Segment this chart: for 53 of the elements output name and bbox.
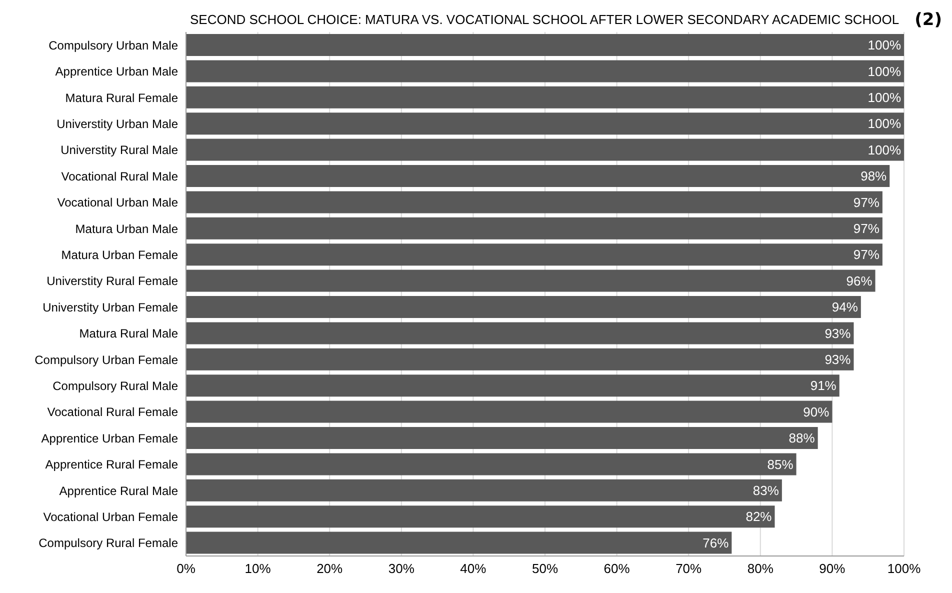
y-tick-label: Vocational Urban Female	[43, 510, 178, 524]
x-tick-label: 100%	[887, 561, 922, 576]
x-tick-label: 50%	[532, 561, 558, 576]
data-label: 97%	[853, 247, 880, 262]
x-tick-label: 60%	[604, 561, 630, 576]
y-tick-label: Universtity Urban Male	[56, 116, 178, 131]
x-tick-label: 90%	[819, 561, 846, 576]
y-tick-label: Compulsory Rural Male	[52, 378, 178, 393]
data-label: 98%	[860, 168, 888, 184]
y-tick-label: Matura Rural Female	[65, 90, 178, 105]
x-tick-label: 0%	[176, 561, 196, 576]
y-tick-label: Vocational Urban Male	[57, 196, 178, 210]
data-label: 90%	[803, 404, 830, 420]
data-label: 83%	[752, 482, 780, 498]
y-tick-label: Apprentice Urban Male	[55, 64, 178, 79]
data-label: 93%	[824, 352, 852, 367]
data-label: 100%	[868, 64, 902, 79]
data-label: 100%	[868, 142, 902, 158]
data-label: 97%	[853, 194, 880, 210]
x-tick-label: 40%	[460, 561, 487, 576]
data-label: 100%	[868, 90, 902, 105]
y-tick-label: Universtity Rural Male	[60, 143, 178, 158]
y-tick-label: Apprentice Rural Male	[59, 484, 178, 498]
data-label: 96%	[846, 273, 873, 288]
x-tick-label: 20%	[316, 561, 344, 576]
y-tick-label: Universtity Urban Female	[42, 300, 178, 314]
data-label: 88%	[788, 430, 816, 446]
y-tick-label: Matura Rural Male	[79, 326, 178, 341]
y-tick-label: Apprentice Rural Female	[45, 458, 178, 472]
x-tick-label: 10%	[244, 561, 272, 576]
chart-title: SECOND SCHOOL CHOICE: MATURA VS. VOCATIONAL SCHOOL AFTER LOWER SECONDARY ACADEMIC SCHOOL	[190, 12, 900, 27]
data-label: 94%	[832, 300, 858, 315]
data-label: 100%	[868, 38, 902, 53]
y-tick-label: Universtity Rural Female	[46, 274, 178, 288]
x-tick-label: 80%	[747, 561, 774, 576]
y-tick-label: Compulsory Rural Female	[38, 536, 178, 550]
data-label: 76%	[702, 535, 730, 550]
text: (2)	[914, 10, 942, 30]
x-tick-label: 70%	[676, 561, 702, 576]
y-tick-label: Matura Urban Male	[75, 222, 178, 236]
data-label: 97%	[853, 220, 880, 236]
data-label: 85%	[767, 456, 794, 472]
y-tick-label: Vocational Rural Female	[47, 405, 178, 420]
y-tick-label: Compulsory Urban Male	[48, 38, 178, 52]
y-tick-label: Compulsory Urban Female	[34, 352, 178, 367]
data-label: 100%	[868, 116, 902, 132]
y-tick-label: Vocational Rural Male	[61, 169, 178, 184]
data-label: 91%	[810, 378, 837, 394]
data-label: 82%	[746, 509, 772, 524]
y-tick-label: Apprentice Urban Female	[41, 431, 178, 446]
y-tick-label: Matura Urban Female	[61, 248, 178, 262]
data-label: 93%	[824, 326, 852, 341]
x-tick-label: 30%	[388, 561, 415, 576]
